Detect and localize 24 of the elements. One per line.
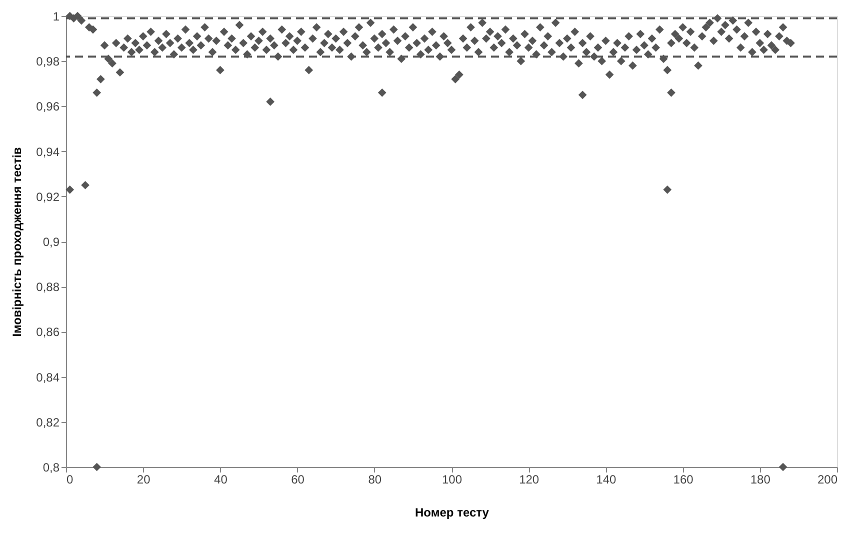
x-tick-label: 40 [214,472,228,486]
x-tick-label: 160 [673,472,694,486]
x-tick-label: 0 [66,472,74,486]
y-axis-title: Імовірність проходження тестів [10,147,24,337]
y-tick-label: 0,88 [36,280,60,294]
y-tick-label: 0,9 [42,235,60,249]
x-tick-label: 200 [817,472,838,486]
x-tick-label: 80 [368,472,382,486]
y-tick-label: 1 [52,10,60,24]
y-tick-label: 0,86 [36,325,60,340]
x-tick-label: 20 [136,472,151,486]
y-tick-label: 0,98 [36,54,60,69]
x-tick-label: 180 [750,472,771,486]
y-tick-label: 0,84 [36,370,60,384]
y-tick-label: 0,92 [36,190,60,204]
y-tick-label: 0,82 [36,415,60,430]
x-tick-label: 140 [596,472,617,486]
x-tick-label: 100 [442,472,462,486]
x-tick-label: 60 [291,472,305,486]
y-tick-label: 0,8 [42,460,60,474]
y-tick-label: 0,94 [36,144,60,159]
x-axis-title: Номер тесту [415,506,490,520]
y-tick-label: 0,96 [36,100,60,114]
x-tick-label: 120 [519,472,540,486]
